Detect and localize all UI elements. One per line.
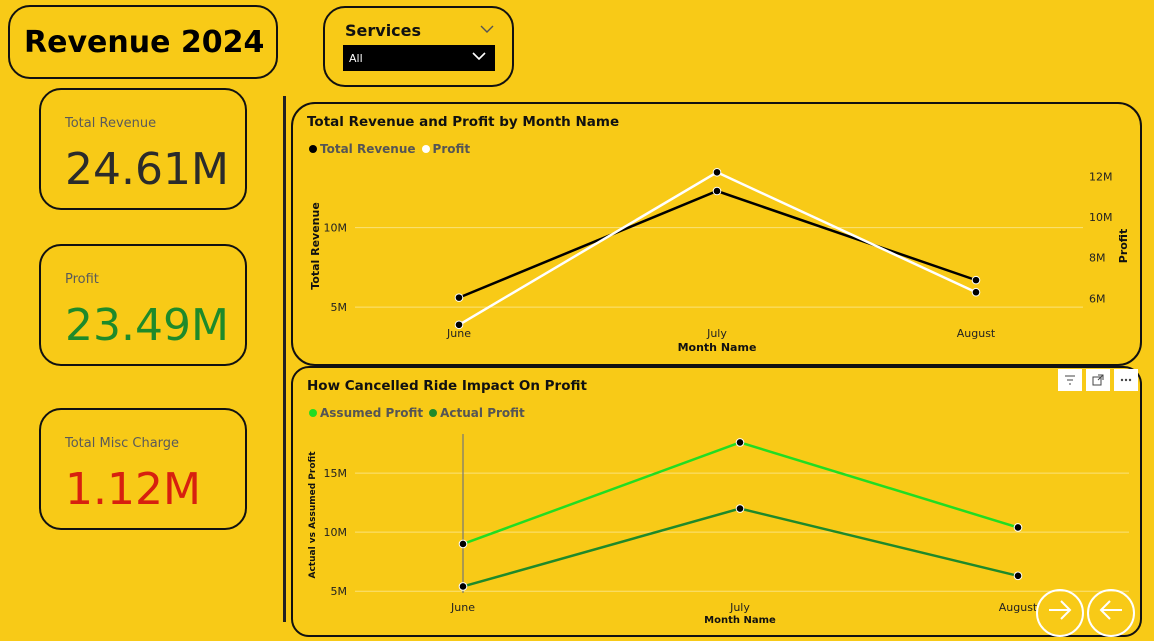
y-tick-label: 15M	[324, 467, 348, 480]
y2-axis-label: Profit	[1117, 229, 1130, 263]
data-point	[712, 167, 722, 177]
kpi-value: 1.12M	[65, 464, 201, 515]
page-title: Revenue 2024	[24, 24, 265, 60]
kpi-value: 23.49M	[65, 300, 229, 351]
legend-label: Actual Profit	[440, 406, 525, 420]
kpi-card-total-misc-charge: Total Misc Charge 1.12M	[39, 408, 247, 530]
chevron-down-icon[interactable]	[480, 22, 494, 38]
series-line	[462, 441, 1019, 546]
x-axis-label: Month Name	[678, 341, 757, 354]
data-point	[1013, 523, 1023, 532]
data-point	[1013, 571, 1023, 581]
y-tick-label: 5M	[331, 585, 348, 598]
y2-tick-label: 12M	[1089, 170, 1113, 183]
revenue-profit-chart[interactable]: Total Revenue and Profit by Month Name T…	[291, 102, 1142, 366]
data-point	[735, 438, 745, 447]
services-dropdown[interactable]: All	[343, 45, 495, 71]
dropdown-value: All	[349, 51, 363, 65]
kpi-card-total-revenue: Total Revenue 24.61M	[39, 88, 247, 210]
x-tick-label: July	[706, 327, 727, 340]
legend-item[interactable]: Assumed Profit	[309, 406, 423, 420]
x-tick-label: July	[729, 601, 750, 614]
filter-icon[interactable]	[1058, 369, 1082, 391]
legend-label: Assumed Profit	[320, 406, 424, 420]
y-tick-label: 10M	[324, 222, 348, 235]
y-tick-label: 5M	[331, 301, 348, 314]
legend-item[interactable]: Profit	[421, 142, 471, 156]
legend-label: Profit	[432, 142, 471, 156]
title-card: Revenue 2024	[8, 5, 278, 79]
y-tick-label: 10M	[324, 526, 348, 539]
next-page-button[interactable]	[1036, 589, 1084, 637]
x-tick-label: June	[446, 327, 471, 340]
chart-title: How Cancelled Ride Impact On Profit	[307, 378, 587, 394]
data-point	[458, 539, 468, 549]
y2-tick-label: 8M	[1089, 252, 1106, 265]
legend-item[interactable]: Total Revenue	[309, 142, 416, 156]
chart-plot: 5M 10M 15M June July August Month Name Actual v…	[308, 434, 1129, 626]
data-point	[735, 504, 745, 513]
chart-title: Total Revenue and Profit by Month Name	[307, 114, 620, 130]
data-point	[971, 275, 981, 285]
x-tick-label: June	[450, 601, 475, 614]
y2-tick-label: 10M	[1089, 211, 1113, 224]
focus-mode-icon[interactable]	[1086, 369, 1110, 391]
data-point	[454, 320, 464, 330]
back-page-button[interactable]	[1087, 589, 1135, 637]
kpi-label: Total Revenue	[65, 116, 157, 131]
legend-label: Total Revenue	[320, 142, 416, 156]
kpi-card-profit: Profit 23.49M	[39, 244, 247, 366]
legend-item[interactable]: Actual Profit	[429, 406, 525, 420]
slicer-label: Services	[345, 21, 422, 40]
kpi-label: Profit	[65, 272, 99, 287]
x-axis-label: Month Name	[704, 615, 776, 626]
arrow-left-icon	[1098, 599, 1124, 627]
y-axis-label: Actual vs Assumed Profit	[308, 451, 318, 579]
services-slicer: Services All	[323, 6, 514, 87]
divider	[283, 96, 286, 622]
data-point	[971, 287, 981, 297]
y2-tick-label: 6M	[1089, 292, 1106, 305]
visual-toolbar	[1058, 369, 1138, 391]
series-line	[458, 189, 977, 299]
kpi-label: Total Misc Charge	[65, 436, 180, 451]
x-tick-label: August	[957, 327, 996, 340]
data-point	[712, 186, 722, 196]
chart-legend: Assumed Profit Actual Profit	[309, 406, 525, 420]
x-tick-label: August	[999, 601, 1038, 614]
kpi-value: 24.61M	[65, 144, 229, 195]
arrow-right-icon	[1047, 599, 1073, 627]
cancelled-ride-impact-chart[interactable]: How Cancelled Ride Impact On Profit Assu…	[291, 366, 1142, 637]
data-point	[454, 293, 464, 302]
series-line	[462, 507, 1019, 588]
chart-plot: 5M 10M 6M 8M 10M 12M June July August Month Name T…	[309, 167, 1130, 354]
more-options-icon[interactable]	[1114, 369, 1138, 391]
chevron-down-icon	[471, 48, 487, 68]
chart-legend: Total Revenue Profit	[309, 142, 470, 156]
data-point	[458, 582, 468, 591]
y-axis-label: Total Revenue	[309, 202, 322, 290]
